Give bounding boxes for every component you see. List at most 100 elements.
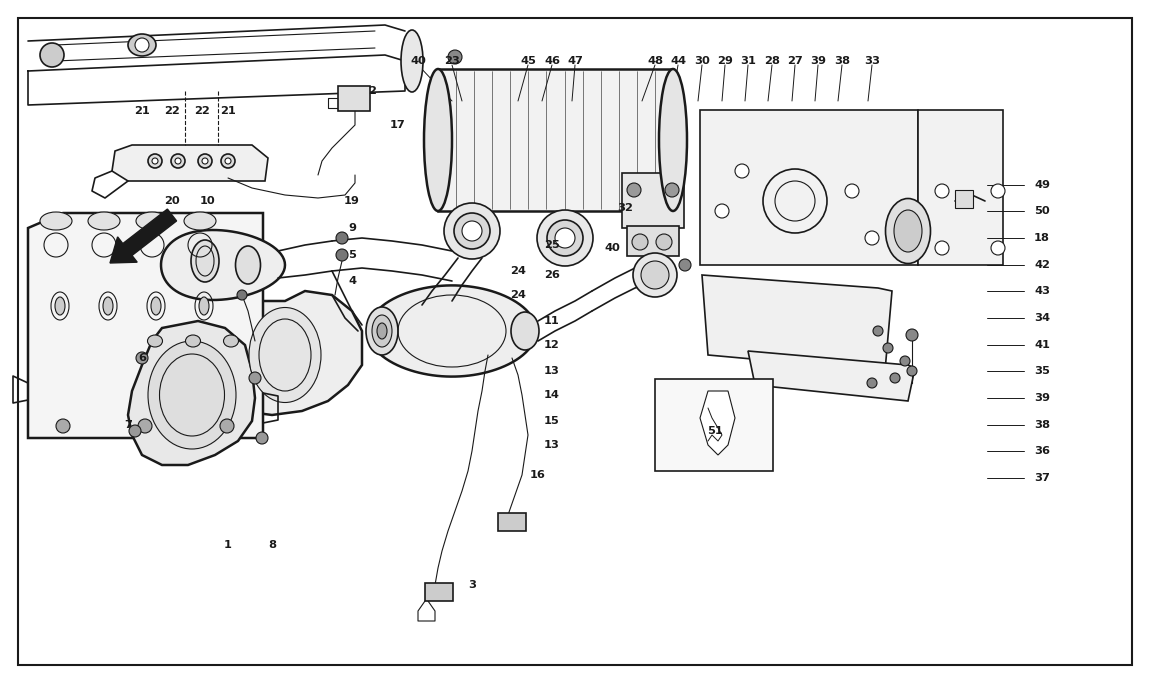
Ellipse shape (185, 335, 200, 347)
Polygon shape (128, 321, 255, 465)
Text: 22: 22 (164, 106, 179, 116)
Circle shape (40, 43, 64, 67)
Text: 24: 24 (511, 266, 526, 276)
Text: 28: 28 (764, 56, 780, 66)
Text: 40: 40 (604, 243, 620, 253)
Circle shape (220, 419, 233, 433)
Text: 39: 39 (810, 56, 826, 66)
Circle shape (906, 329, 918, 341)
Circle shape (237, 290, 247, 300)
Text: 48: 48 (647, 56, 664, 66)
Circle shape (991, 241, 1005, 255)
Polygon shape (702, 275, 892, 371)
Text: 31: 31 (741, 56, 756, 66)
Circle shape (336, 232, 348, 244)
Ellipse shape (148, 341, 236, 449)
Polygon shape (700, 391, 735, 455)
Ellipse shape (894, 210, 922, 252)
Ellipse shape (55, 297, 66, 315)
Circle shape (935, 241, 949, 255)
Text: 21: 21 (220, 106, 236, 116)
Text: 19: 19 (344, 196, 360, 206)
Polygon shape (748, 351, 915, 401)
Text: 21: 21 (135, 106, 150, 116)
Text: 41: 41 (1034, 340, 1050, 350)
Circle shape (907, 366, 917, 376)
Circle shape (900, 356, 910, 366)
Text: 40: 40 (411, 56, 425, 66)
FancyArrow shape (110, 209, 177, 263)
Text: 13: 13 (544, 440, 560, 450)
Text: 4: 4 (348, 276, 356, 286)
Text: 13: 13 (544, 366, 560, 376)
Text: 35: 35 (1034, 366, 1050, 376)
Text: 37: 37 (1034, 473, 1050, 483)
Text: 18: 18 (1034, 233, 1050, 243)
Circle shape (883, 343, 894, 353)
Text: 7: 7 (124, 420, 132, 430)
Text: 36: 36 (1034, 446, 1050, 456)
Ellipse shape (371, 315, 392, 347)
Text: 33: 33 (864, 56, 880, 66)
Text: 38: 38 (834, 56, 850, 66)
Text: 16: 16 (530, 470, 546, 480)
Circle shape (250, 372, 261, 384)
Circle shape (678, 259, 691, 271)
Circle shape (135, 38, 150, 52)
Circle shape (129, 425, 141, 437)
Ellipse shape (136, 212, 168, 230)
Text: 43: 43 (1034, 286, 1050, 296)
Text: 1: 1 (224, 540, 232, 550)
Text: 17: 17 (390, 120, 406, 130)
Text: 2: 2 (368, 86, 376, 96)
Ellipse shape (511, 312, 539, 350)
Circle shape (256, 432, 268, 444)
Circle shape (171, 154, 185, 168)
Text: 38: 38 (1034, 420, 1050, 430)
Bar (426, 583, 453, 601)
Circle shape (632, 253, 677, 297)
Polygon shape (368, 285, 536, 376)
Bar (918, 110, 1003, 265)
Circle shape (462, 221, 482, 241)
Circle shape (444, 203, 500, 259)
Text: 25: 25 (544, 240, 560, 250)
Text: 49: 49 (1034, 180, 1050, 190)
Circle shape (865, 231, 879, 245)
Ellipse shape (184, 212, 216, 230)
Text: 22: 22 (194, 106, 209, 116)
Text: 24: 24 (511, 290, 526, 300)
Circle shape (454, 213, 490, 249)
Circle shape (715, 204, 729, 218)
Ellipse shape (128, 34, 156, 56)
Text: 29: 29 (718, 56, 733, 66)
Ellipse shape (250, 307, 321, 402)
Polygon shape (205, 291, 362, 415)
Circle shape (175, 158, 181, 164)
Text: 34: 34 (1034, 313, 1050, 323)
Ellipse shape (104, 297, 113, 315)
Ellipse shape (147, 335, 162, 347)
Bar (700, 110, 918, 265)
Circle shape (136, 352, 148, 364)
Circle shape (890, 373, 900, 383)
Polygon shape (112, 145, 268, 181)
Circle shape (152, 158, 158, 164)
Text: 23: 23 (444, 56, 460, 66)
Ellipse shape (40, 212, 72, 230)
Text: 10: 10 (200, 196, 216, 206)
Text: 20: 20 (164, 196, 179, 206)
Ellipse shape (199, 297, 209, 315)
Bar (954, 190, 973, 208)
Polygon shape (161, 230, 285, 300)
Circle shape (537, 210, 593, 266)
Text: 32: 32 (618, 203, 633, 213)
Circle shape (225, 158, 231, 164)
Text: 14: 14 (544, 390, 560, 400)
Ellipse shape (236, 246, 261, 284)
Text: 6: 6 (138, 353, 146, 363)
Circle shape (221, 154, 235, 168)
Ellipse shape (366, 307, 398, 355)
Text: 45: 45 (520, 56, 536, 66)
Bar (438, 69, 673, 211)
